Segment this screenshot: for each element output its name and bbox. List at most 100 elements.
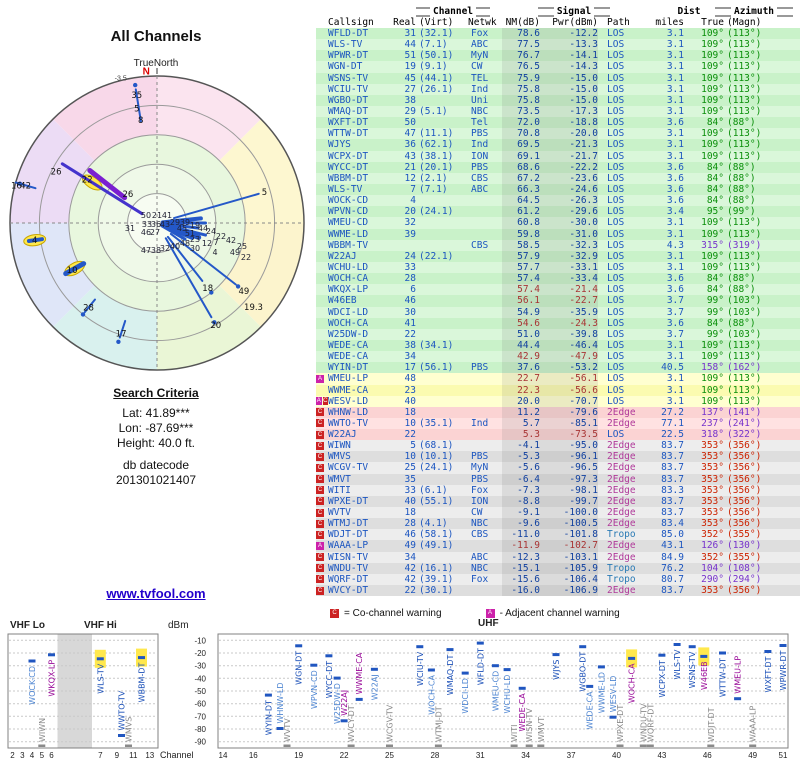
svg-text:WTMJ-DT: WTMJ-DT [434, 706, 443, 742]
svg-text:WCPX-DT: WCPX-DT [658, 660, 667, 697]
svg-text:23: 23 [190, 235, 200, 244]
azimuth-magn-cell: (241°) [727, 417, 762, 429]
azimuth-true-cell: 84° [706, 273, 724, 285]
pwr-cell: -18.8 [540, 117, 598, 128]
nm-cell: 56.1 [502, 295, 540, 306]
nm-cell: 77.5 [502, 39, 540, 50]
svg-text:WWME-CA: WWME-CA [355, 652, 364, 694]
warning-badges [316, 217, 328, 228]
real-channel-cell: 12 [404, 172, 416, 184]
callsign-cell: WEDE-CA [328, 339, 369, 351]
svg-text:WKQX-LP: WKQX-LP [48, 660, 57, 697]
warning-badges: C [316, 563, 328, 574]
virtual-channel-cell: (24.1) [419, 462, 454, 474]
svg-text:46: 46 [703, 751, 712, 760]
pwr-cell: -32.9 [540, 251, 598, 262]
azimuth-true-cell: 99° [706, 328, 724, 340]
azimuth-true-cell: 109° [701, 105, 724, 117]
path-cell: LOS [607, 83, 625, 95]
nm-cell: 69.5 [502, 139, 540, 150]
virtual-channel-cell: (22.1) [419, 250, 454, 262]
network-cell [466, 251, 502, 262]
path-cell: LOS [607, 306, 625, 318]
warning-badges [316, 240, 328, 251]
nm-cell: 73.5 [502, 106, 540, 117]
nm-cell: -7.3 [502, 485, 540, 496]
virtual-channel-cell: (9.1) [419, 61, 448, 73]
network-cell: Ind [471, 83, 489, 95]
azimuth-true-cell: 237° [701, 417, 724, 429]
nm-cell: 37.6 [502, 362, 540, 373]
pwr-cell: -103.1 [540, 552, 598, 563]
nm-cell: 5.3 [502, 429, 540, 440]
nm-cell: -15.1 [502, 563, 540, 574]
svg-text:5: 5 [262, 188, 267, 198]
azimuth-magn-cell: (113°) [727, 217, 762, 229]
callsign-cell: WBBM-DT [328, 172, 369, 184]
svg-text:26: 26 [122, 190, 133, 200]
warning-badges [316, 184, 328, 195]
nm-cell: 76.5 [502, 61, 540, 72]
warning-badges: C [316, 585, 328, 596]
warning-badges [316, 151, 328, 162]
warning-badges [316, 262, 328, 273]
real-channel-cell: 42 [404, 562, 416, 574]
virtual-channel-cell: (38.1) [419, 150, 454, 162]
dist-group-header: Dist [677, 6, 701, 17]
svg-text:4: 4 [32, 236, 37, 246]
pwr-cell: -21.7 [540, 151, 598, 162]
azimuth-magn-cell: (99°) [727, 206, 756, 218]
nm-cell: 57.7 [502, 262, 540, 273]
svg-text:WEDE-CA: WEDE-CA [518, 693, 527, 732]
azimuth-magn-cell: (88°) [727, 195, 756, 207]
table-row: WBBM-TV CBS 58.5 -32.3 LOS 4.3 315° (319°) [316, 239, 800, 251]
path-cell: LOS [607, 328, 625, 340]
path-cell: 2Edge [607, 495, 636, 507]
nm-cell: 66.3 [502, 184, 540, 195]
network-cell: CBS [471, 172, 489, 184]
path-cell: 2Edge [607, 451, 636, 463]
nm-cell: 69.1 [502, 151, 540, 162]
virtual-channel-cell: (2.1) [419, 172, 448, 184]
azimuth-true-cell: 353° [701, 484, 724, 496]
svg-text:-70: -70 [194, 712, 206, 721]
warning-badges: C [316, 518, 328, 529]
pwr-cell: -24.6 [540, 184, 598, 195]
virtual-channel-cell: (68.1) [419, 440, 454, 452]
svg-text:WBBM-DT: WBBM-DT [138, 662, 147, 702]
warning-badges [316, 307, 328, 318]
table-row: C WWTO-TV 10 (35.1) Ind 5.7 -85.1 2Edge 77.1 237°… [316, 417, 800, 430]
table-row: C WMVT 35 PBS -6.4 -97.3 2Edge 83.7 353° (356°) [316, 473, 800, 485]
callsign-cell: WITI [328, 484, 351, 496]
miles-cell: 3.1 [666, 217, 684, 229]
tvfool-link[interactable]: www.tvfool.com [106, 586, 206, 601]
path-cell: LOS [607, 339, 625, 351]
co-channel-badge: C [316, 408, 324, 417]
real-channel-cell [392, 240, 416, 251]
table-row: C WITI 33 (6.1) Fox -7.3 -98.1 2Edge 83.3 353° (35… [316, 484, 800, 496]
warning-badges [316, 50, 328, 61]
real-channel-cell: 41 [404, 317, 416, 329]
network-cell: PBS [471, 161, 489, 173]
callsign-cell: WPVN-CD [328, 206, 369, 218]
callsign-cell: WMEU-CD [328, 217, 369, 229]
network-cell [466, 340, 502, 351]
callsign-cell: WMAQ-DT [328, 105, 369, 117]
co-channel-legend-label: = Co-channel warning [344, 608, 442, 619]
table-header-groups: Channel Signal Dist Azimuth [316, 6, 800, 17]
nm-cell: -12.3 [502, 552, 540, 563]
co-channel-badge: C [316, 430, 324, 439]
nm-cell: 75.9 [502, 73, 540, 84]
svg-text:18: 18 [202, 284, 213, 294]
virtual-channel-cell [416, 117, 466, 128]
svg-text:WVCY-DT: WVCY-DT [347, 705, 356, 742]
co-channel-badge: C [316, 564, 324, 573]
virtual-channel-cell: (7.1) [419, 183, 448, 195]
path-cell: LOS [607, 395, 625, 407]
callsign-cell: WDCI-LD [328, 306, 369, 318]
callsign-cell: W22AJ [328, 429, 357, 441]
table-row: WCHU-LD 33 57.7 -33.1 LOS 3.1 109° (113°) [316, 261, 800, 274]
table-row: WLS-TV 44 (7.1) ABC 77.5 -13.3 LOS 3.1 109° (113°… [316, 39, 800, 51]
